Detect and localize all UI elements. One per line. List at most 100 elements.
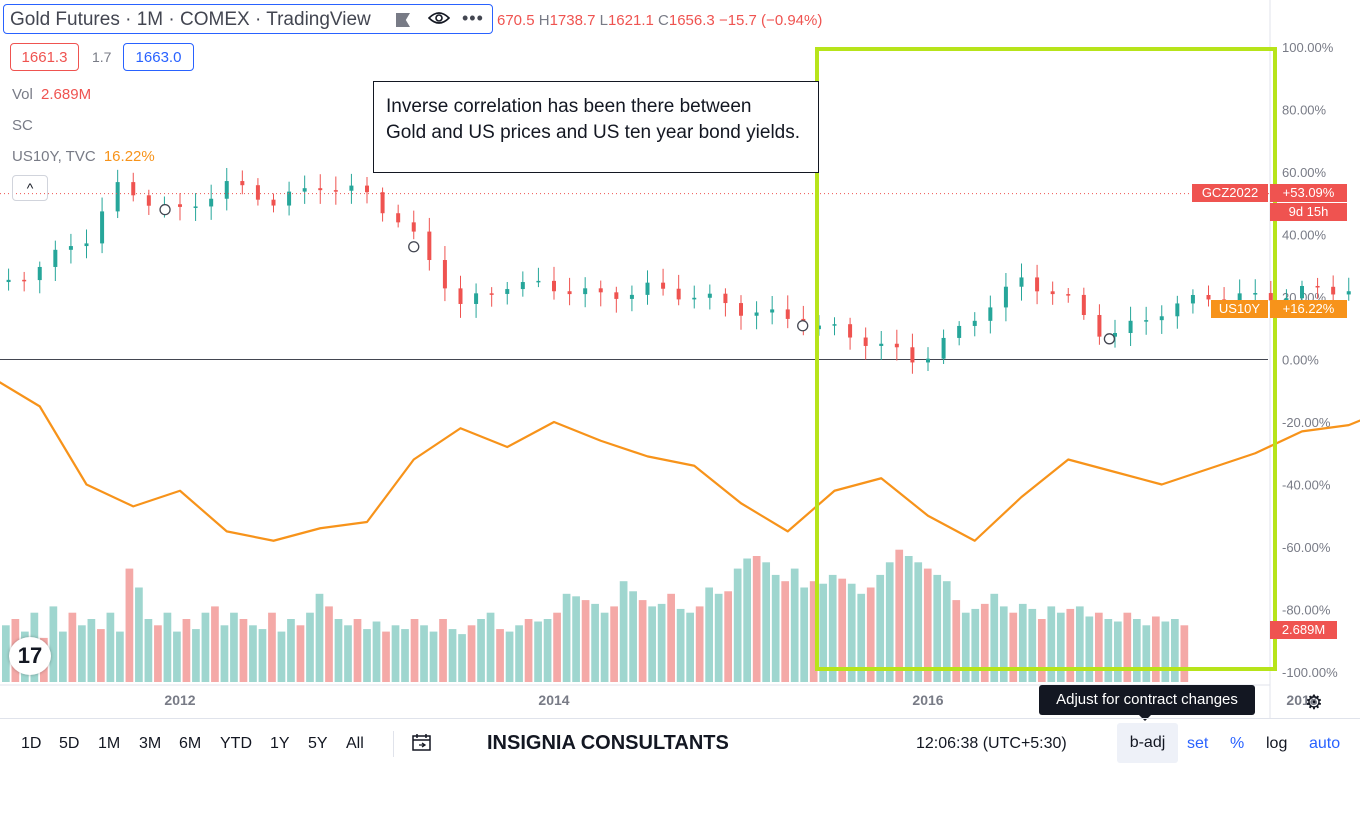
volume-bar — [173, 631, 181, 682]
y-tick-label: -100.00% — [1282, 665, 1338, 680]
auto-toggle[interactable]: auto — [1309, 735, 1341, 752]
candle-body — [37, 266, 42, 281]
volume-bar — [524, 619, 533, 682]
volume-bar — [125, 568, 134, 682]
symbol-title[interactable]: Gold Futures · 1M · COMEX · TradingView — [10, 9, 371, 30]
volume-bar — [429, 631, 438, 682]
candle-body — [287, 191, 292, 206]
timeframe-button-all[interactable]: All — [346, 735, 364, 752]
flag-icon[interactable] — [396, 13, 410, 27]
volume-bar — [182, 619, 191, 682]
symbol-legend-box[interactable] — [3, 4, 493, 34]
volume-bar — [1037, 619, 1046, 682]
event-marker[interactable] — [797, 320, 809, 332]
candle-body — [785, 309, 790, 319]
candle-body — [848, 324, 853, 338]
b-adj-toggle[interactable]: b-adj — [1117, 723, 1178, 763]
candle-body — [271, 199, 276, 206]
eye-icon[interactable] — [428, 10, 450, 26]
candle-body — [411, 222, 416, 232]
event-marker[interactable] — [408, 241, 420, 253]
candle-body — [739, 303, 743, 316]
timeframe-button-1d[interactable]: 1D — [21, 735, 42, 752]
timeframe-button-5y[interactable]: 5Y — [308, 735, 328, 752]
volume-bar — [458, 634, 466, 682]
candle-body — [255, 185, 260, 200]
candle-body — [1035, 277, 1040, 292]
volume-bar — [220, 625, 229, 682]
volume-bar — [363, 629, 371, 682]
volume-bar — [866, 587, 875, 682]
tooltip: Adjust for contract changes — [1039, 685, 1255, 721]
candle-body — [1190, 295, 1195, 304]
volume-bar — [1132, 619, 1141, 682]
volume-bar — [59, 631, 67, 682]
timeframe-button-1y[interactable]: 1Y — [270, 735, 290, 752]
candle-body — [661, 282, 666, 289]
date-range-icon[interactable] — [411, 733, 433, 753]
volume-bar — [676, 608, 685, 682]
event-marker[interactable] — [1103, 333, 1116, 345]
collapse-legend-button[interactable]: ^ — [12, 175, 48, 201]
timeframe-button-6m[interactable]: 6M — [179, 735, 202, 752]
volume-bar — [315, 593, 324, 682]
timeframe-button-1m[interactable]: 1M — [98, 735, 121, 752]
candle-body — [1159, 316, 1164, 321]
us10y-symbol-tag: US10Y — [1211, 300, 1268, 318]
volume-bar — [809, 581, 818, 682]
timeframe-button-5d[interactable]: 5D — [59, 735, 80, 752]
more-icon[interactable]: ••• — [462, 8, 484, 28]
volume-bar — [534, 621, 542, 682]
volume-bar — [344, 625, 352, 682]
highlight-rectangle[interactable] — [815, 47, 1277, 671]
indicator-us10y-label: US10Y, TVC — [12, 148, 96, 165]
volume-bar — [211, 606, 219, 682]
volume-bar — [933, 574, 942, 682]
timeframe-button-3m[interactable]: 3M — [139, 735, 162, 752]
volume-bar — [439, 619, 447, 682]
volume-bar — [980, 603, 989, 682]
candle-body — [770, 309, 775, 313]
volume-bar — [686, 612, 694, 682]
volume-bar — [1113, 621, 1122, 682]
set-toggle[interactable]: set — [1187, 735, 1209, 752]
volume-bar — [657, 603, 666, 682]
sell-price-button[interactable]: 1661.3 — [10, 43, 79, 71]
x-tick-label: 2014 — [538, 692, 569, 708]
buy-price-button[interactable]: 1663.0 — [123, 43, 194, 71]
candle-body — [894, 343, 899, 348]
annotation-line-1: Inverse correlation has been there betwe… — [386, 96, 752, 117]
volume-bar — [1066, 608, 1075, 682]
tradingview-logo-icon[interactable]: 17 — [9, 637, 51, 675]
indicator-sc[interactable]: SC — [12, 117, 33, 134]
y-tick-label: -20.00% — [1282, 415, 1331, 430]
volume-bar — [249, 625, 257, 682]
spread-value: 1.7 — [92, 49, 112, 65]
candle-body — [396, 213, 401, 223]
ohlc-high-label: H — [538, 12, 550, 29]
candle-body — [427, 231, 432, 261]
volume-bar — [904, 556, 913, 682]
percent-toggle[interactable]: % — [1230, 735, 1245, 752]
candle-body — [1128, 320, 1133, 334]
chart-canvas[interactable]: 100.00%80.00%60.00%40.00%20.00%0.00%-20.… — [0, 0, 1360, 718]
indicator-us10y[interactable]: US10Y, TVC 16.22% — [12, 148, 155, 165]
candle-body — [567, 291, 572, 295]
timeframe-button-ytd[interactable]: YTD — [220, 735, 252, 752]
volume-bar — [952, 600, 961, 682]
volume-bar — [230, 612, 238, 682]
log-toggle[interactable]: log — [1266, 735, 1288, 752]
candle-body — [1081, 294, 1086, 315]
event-marker[interactable] — [159, 203, 171, 216]
candle-body — [723, 293, 728, 304]
gear-icon[interactable]: ⚙ — [1305, 692, 1323, 714]
volume-bar — [591, 603, 599, 682]
volume-bar — [163, 612, 172, 682]
ohlc-open: 670.5 — [497, 12, 535, 29]
volume-bar — [714, 593, 723, 682]
annotation-textbox[interactable]: Inverse correlation has been there betwe… — [373, 81, 819, 173]
indicator-volume[interactable]: Vol 2.689M — [12, 86, 91, 103]
candle-body — [1284, 298, 1289, 301]
clock-readout[interactable]: 12:06:38 (UTC+5:30) — [916, 735, 1067, 752]
candle-body — [754, 312, 759, 316]
